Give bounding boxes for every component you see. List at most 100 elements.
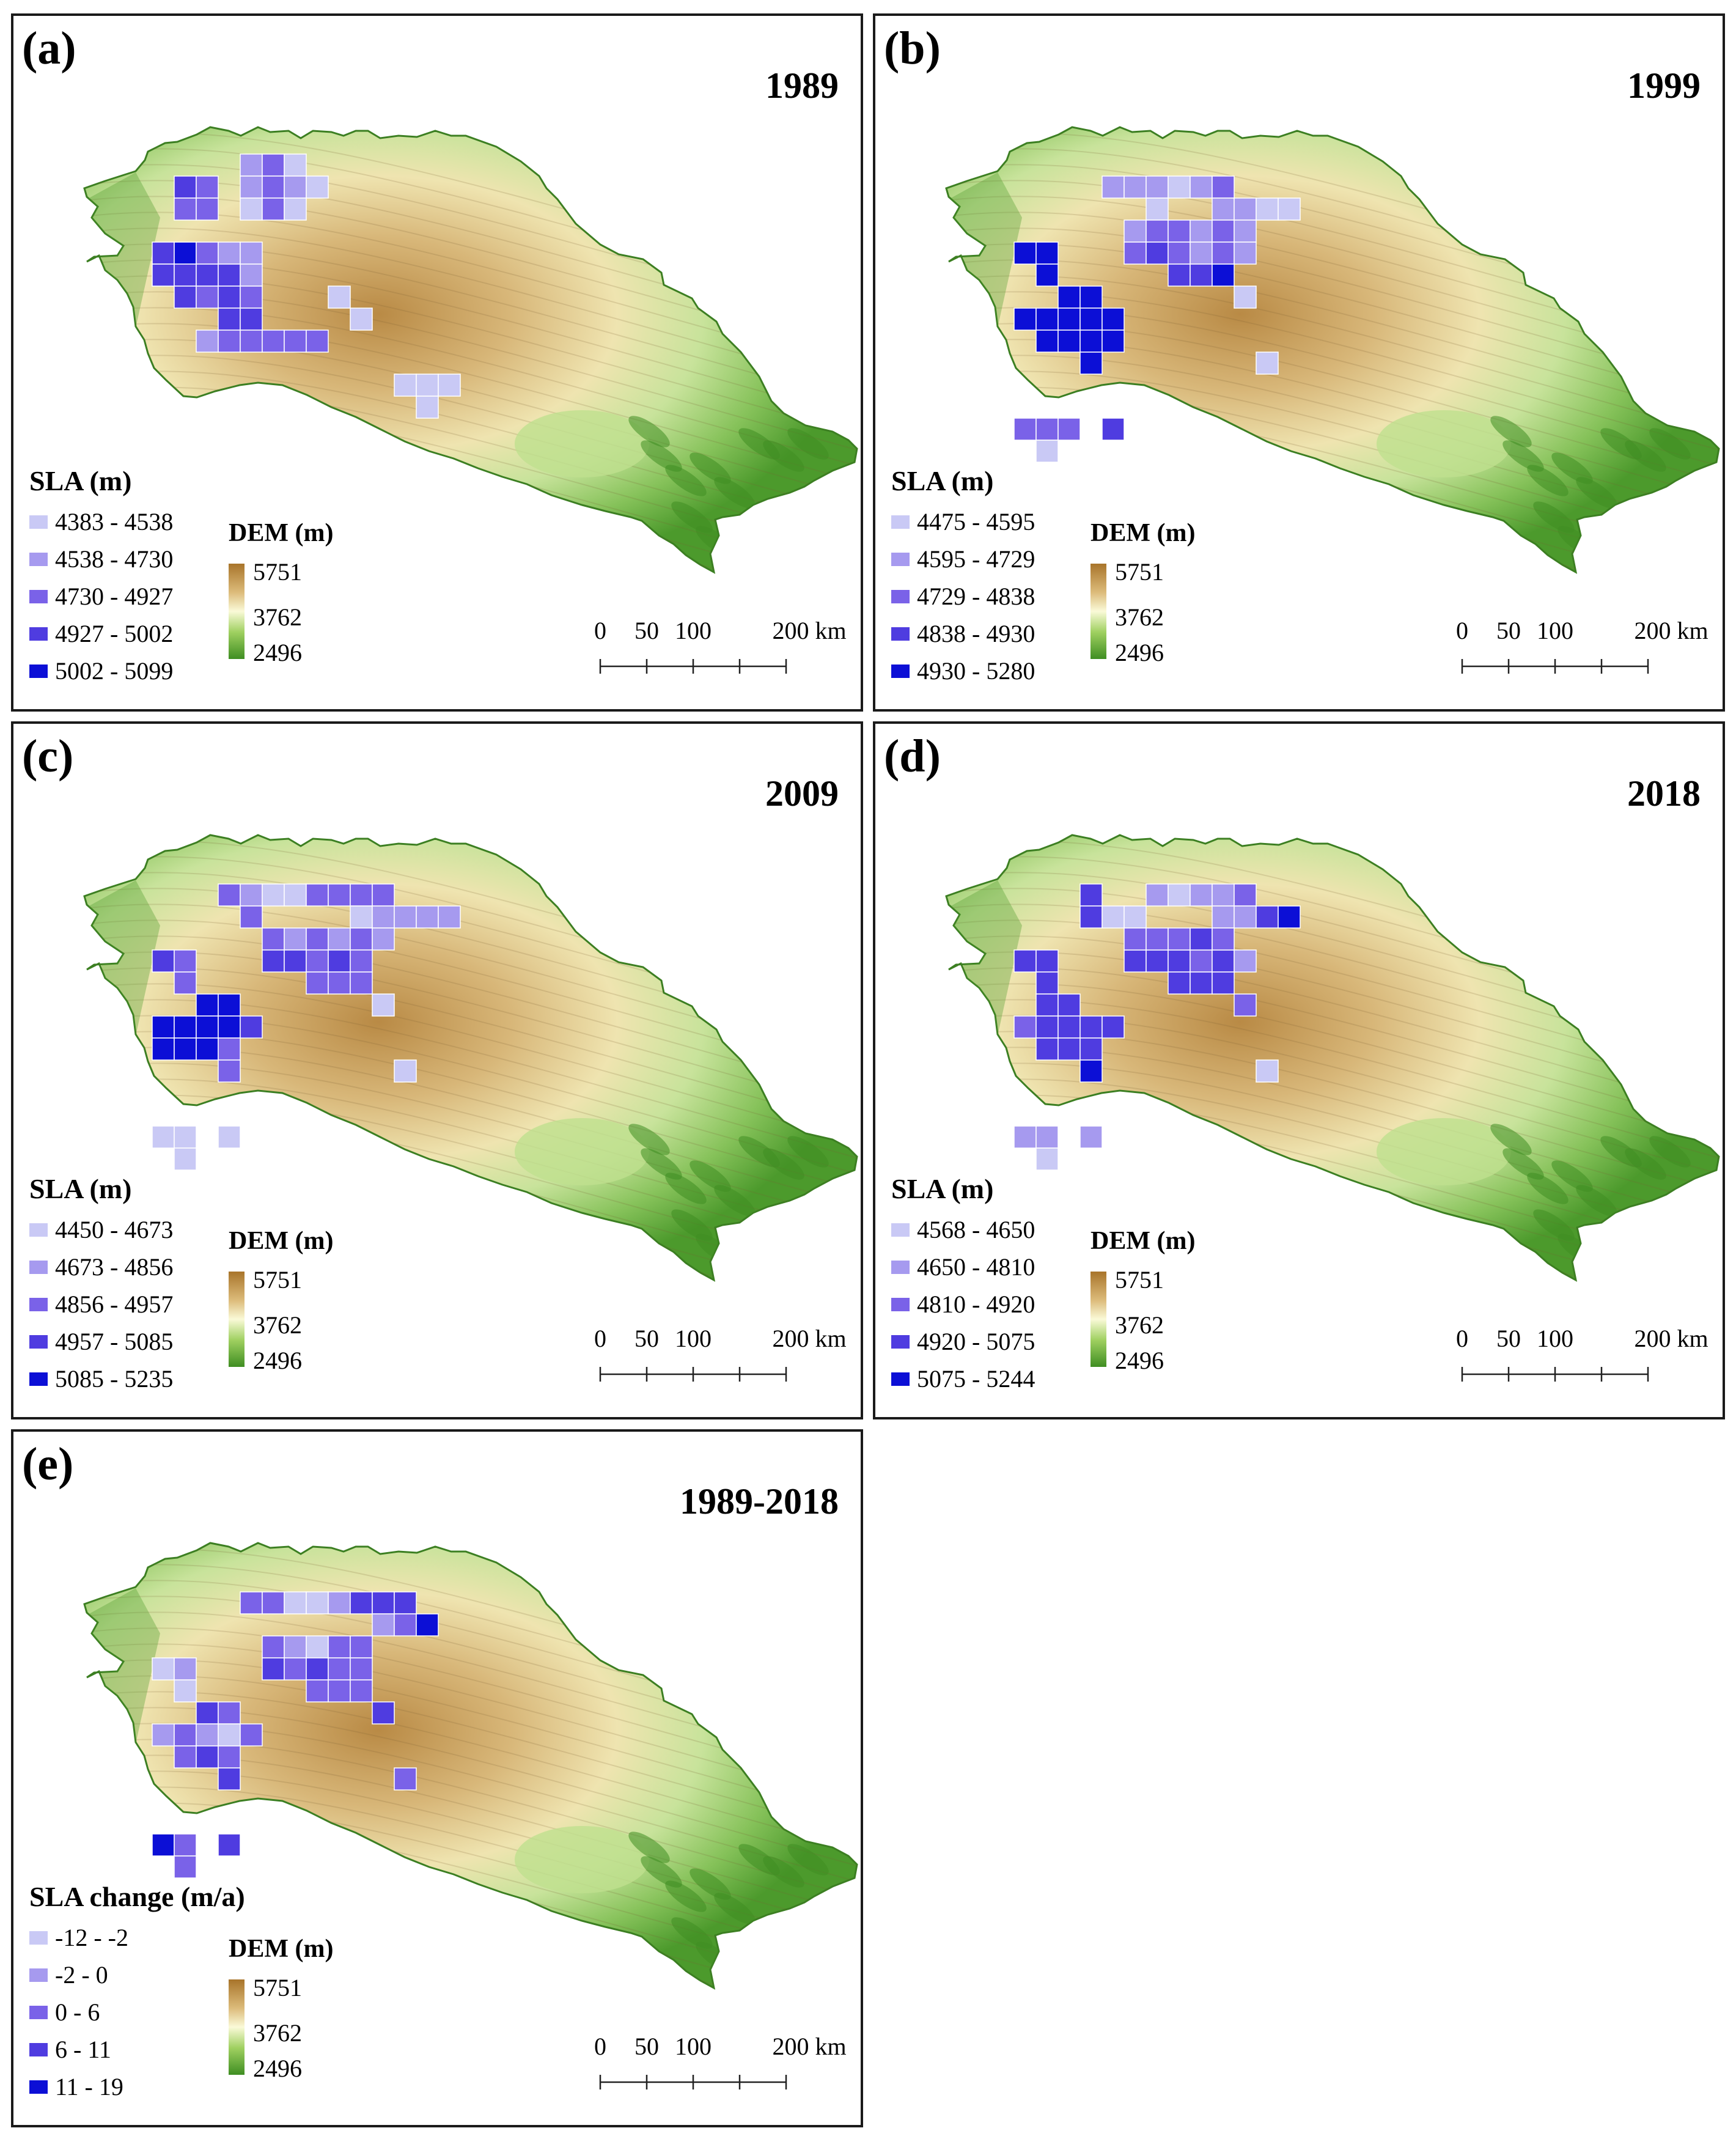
lake-basin: [515, 410, 649, 477]
sla-cell: [196, 1701, 219, 1725]
sla-cell: [218, 330, 241, 353]
sla-cell: [196, 175, 219, 199]
sla-cell: [394, 1767, 417, 1791]
sla-cell: [350, 307, 373, 331]
sla-cell: [1079, 1059, 1103, 1083]
sla-legend-swatch: [891, 515, 910, 529]
sla-cell: [284, 197, 307, 221]
sla-cell: [1013, 241, 1037, 265]
dem-max: 5751: [253, 1266, 302, 1294]
sla-legend-label: 5085 - 5235: [55, 1365, 174, 1393]
dem-min: 2496: [253, 1347, 302, 1374]
sla-cell: [262, 1657, 285, 1681]
sla-cell: [174, 1723, 197, 1747]
sla-cell: [306, 883, 329, 907]
dem-mid: 3762: [253, 1311, 302, 1339]
sla-cell: [1035, 1147, 1059, 1171]
sla-cell: [1146, 241, 1169, 265]
sla-cell: [1013, 1015, 1037, 1039]
sla-cell: [240, 241, 263, 265]
sla-cell: [1102, 1015, 1125, 1039]
sla-cell: [1013, 418, 1037, 441]
lake-basin: [1377, 1118, 1511, 1185]
panel-year: 1999: [1627, 65, 1701, 106]
scale-label: 50: [1496, 617, 1521, 644]
sla-legend-item: 5002 - 5099: [29, 652, 173, 690]
sla-cell: [174, 949, 197, 973]
sla-cell: [218, 1059, 241, 1083]
sla-cell: [174, 241, 197, 265]
sla-cell: [174, 1015, 197, 1039]
sla-legend-item: 4650 - 4810: [891, 1248, 1035, 1286]
dem-colorbar: [229, 1272, 245, 1367]
sla-cell: [1057, 418, 1081, 441]
sla-cell: [1035, 1015, 1059, 1039]
sla-cell: [328, 285, 351, 309]
dem-map: [83, 1542, 858, 1990]
sla-cell: [1190, 971, 1213, 995]
scale-bar: 0 50 100 200 km: [588, 1324, 847, 1391]
sla-cell: [306, 330, 329, 353]
sla-cell: [1234, 285, 1257, 309]
sla-legend-swatch: [29, 2042, 48, 2056]
dem-max: 5751: [1115, 1266, 1164, 1294]
scale-label: 200 km: [1634, 1325, 1708, 1352]
sla-legend-swatch: [891, 589, 910, 603]
western-lowland: [949, 172, 1022, 383]
sla-cell: [1057, 330, 1081, 353]
sla-legend-item: 4810 - 4920: [891, 1286, 1035, 1323]
sla-cell: [174, 971, 197, 995]
sla-cell: [240, 1015, 263, 1039]
sla-cell: [1035, 440, 1059, 463]
scale-label: 0: [1456, 1325, 1468, 1352]
sla-cell: [262, 330, 285, 353]
scale-label: 100: [1537, 617, 1573, 644]
sla-cell: [1146, 197, 1169, 221]
sla-cell: [416, 905, 439, 929]
sla-cell: [284, 1635, 307, 1659]
sla-legend-item: 4957 - 5085: [29, 1323, 173, 1360]
sla-cell: [1079, 330, 1103, 353]
sla-cell: [350, 1679, 373, 1703]
sla-cell: [174, 1125, 197, 1149]
sla-cell: [174, 175, 197, 199]
sla-cell: [284, 153, 307, 177]
sla-cell: [1146, 175, 1169, 199]
sla-cell: [1124, 949, 1147, 973]
sla-cell: [262, 197, 285, 221]
sla-cell: [174, 1657, 197, 1681]
sla-cell: [152, 1037, 175, 1061]
sla-cell: [1079, 352, 1103, 375]
sla-cell: [218, 285, 241, 309]
panel-label: (d): [884, 731, 941, 782]
sla-legend-item: 4927 - 5002: [29, 615, 173, 652]
sla-cell: [350, 927, 373, 951]
sla-legend-label: 5075 - 5244: [917, 1365, 1035, 1393]
sla-grid: [1013, 883, 1301, 1171]
sla-cell: [394, 905, 417, 929]
sla-cell: [1124, 219, 1147, 243]
sla-legend-swatch: [891, 1335, 910, 1349]
sla-legend-item: 4730 - 4927: [29, 578, 173, 615]
sla-cell: [1079, 1125, 1103, 1149]
sla-legend-swatch: [29, 2080, 48, 2094]
scale-bar-line: [1461, 1367, 1649, 1382]
sla-cell: [1102, 307, 1125, 331]
scale-label: 100: [675, 1325, 712, 1352]
dem-legend: DEM (m) 5751 3762 2496: [229, 518, 363, 677]
sla-cell: [1168, 949, 1191, 973]
sla-cell: [240, 285, 263, 309]
sla-cell: [394, 1613, 417, 1636]
sla-legend-swatch: [891, 552, 910, 566]
sla-cell: [372, 927, 395, 951]
sla-cell: [372, 905, 395, 929]
dem-colorbar: [1091, 1272, 1106, 1367]
sla-cell: [218, 1745, 241, 1769]
sla-cell: [1124, 905, 1147, 929]
dem-colorbar: [229, 564, 245, 659]
sla-cell: [218, 1723, 241, 1747]
dem-mid: 3762: [253, 603, 302, 631]
panel-year: 1989-2018: [680, 1481, 839, 1522]
sla-cell: [350, 883, 373, 907]
sla-legend-title: SLA (m): [891, 1173, 994, 1204]
